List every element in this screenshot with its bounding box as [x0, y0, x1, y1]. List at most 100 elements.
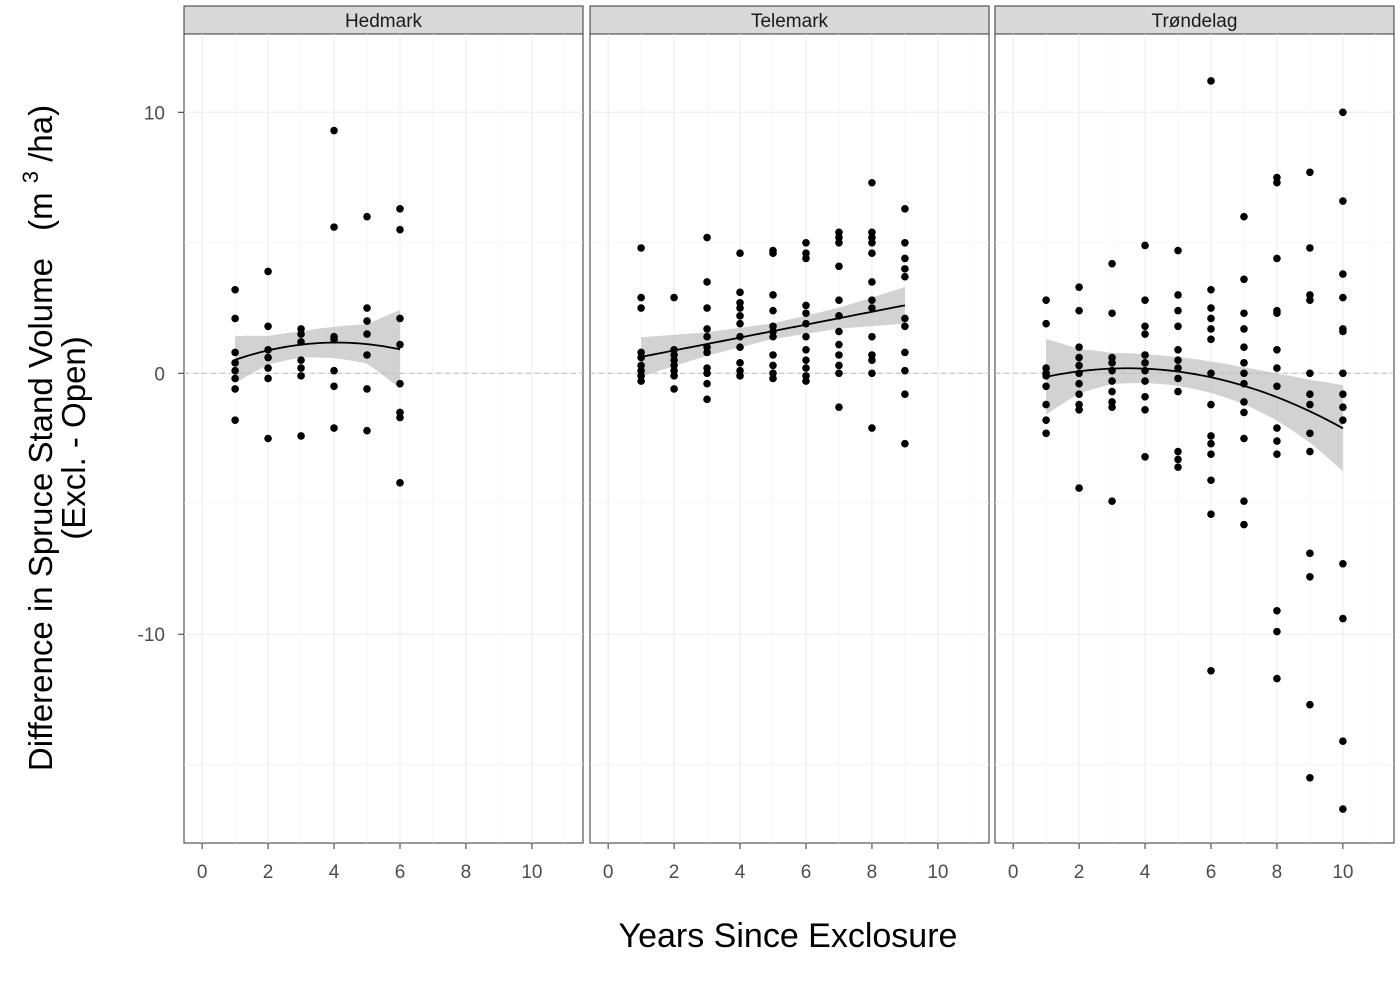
data-point [1273, 309, 1281, 318]
data-point [769, 291, 777, 299]
data-point [396, 340, 404, 349]
data-point [1339, 327, 1347, 336]
data-point [231, 314, 239, 323]
data-point [1339, 197, 1347, 205]
data-point [396, 413, 404, 422]
data-point [297, 364, 305, 372]
data-point [1306, 549, 1314, 558]
data-point [1273, 627, 1281, 636]
data-point [297, 330, 305, 338]
data-point [1240, 309, 1248, 318]
confidence-band [1046, 339, 1343, 472]
data-point [1240, 520, 1248, 529]
facet-strip-label: Hedmark [345, 11, 423, 32]
data-point [703, 348, 711, 357]
data-point [1240, 275, 1248, 284]
data-point [736, 299, 744, 307]
data-point [736, 312, 744, 320]
data-point [1042, 372, 1050, 380]
data-point [1141, 405, 1149, 414]
data-point [703, 395, 711, 404]
data-point [1339, 369, 1347, 378]
data-point [1042, 296, 1050, 304]
data-point [1174, 322, 1182, 331]
data-point [868, 178, 876, 187]
data-point [1174, 306, 1182, 315]
data-point [868, 278, 876, 286]
data-point [1339, 559, 1347, 568]
data-point [297, 372, 305, 380]
y-axis-title-units-sup: 3 [18, 171, 43, 183]
data-point [1207, 439, 1215, 448]
data-point [703, 233, 711, 242]
data-point [1174, 356, 1182, 365]
data-point [736, 343, 744, 351]
data-point [1339, 737, 1347, 746]
data-point [1306, 447, 1314, 456]
x-tick-label: 4 [735, 862, 746, 883]
data-point [396, 379, 404, 388]
data-point [637, 293, 645, 302]
data-point [297, 356, 305, 365]
data-point [1240, 325, 1248, 333]
data-point [835, 233, 843, 242]
data-point [1273, 674, 1281, 683]
data-point [703, 369, 711, 378]
data-point [802, 372, 810, 380]
data-point [637, 304, 645, 312]
data-point [1339, 270, 1347, 278]
data-point [736, 366, 744, 375]
data-point [1207, 450, 1215, 458]
data-point [802, 345, 810, 354]
data-point [1273, 173, 1281, 182]
facet-panel-1: Hedmark 0 2 4 6 8 10 [183, 5, 584, 883]
data-point [1306, 291, 1314, 299]
data-point [1075, 361, 1083, 370]
data-point [1240, 497, 1248, 505]
data-point [231, 385, 239, 393]
data-point [1042, 416, 1050, 425]
data-point [1141, 452, 1149, 461]
data-point [1207, 369, 1215, 378]
data-point [1207, 432, 1215, 440]
data-point [736, 304, 744, 312]
data-point [802, 377, 810, 385]
data-point [703, 343, 711, 351]
x-tick-label: 4 [329, 862, 340, 883]
data-point [637, 353, 645, 362]
confidence-band [235, 310, 400, 389]
data-point [330, 223, 338, 231]
data-point [1306, 573, 1314, 581]
data-point [868, 233, 876, 242]
data-point [736, 288, 744, 297]
data-point [1075, 400, 1083, 409]
data-point [637, 348, 645, 357]
data-point [1306, 773, 1314, 782]
data-point [396, 314, 404, 323]
data-point [703, 364, 711, 372]
data-point [1207, 314, 1215, 323]
facet-strip-label: Telemark [751, 11, 829, 32]
data-point [670, 361, 678, 370]
data-point [1141, 359, 1149, 367]
data-point [736, 332, 744, 341]
trend-line [1045, 367, 1344, 430]
data-point [736, 249, 744, 258]
data-point [264, 353, 272, 362]
data-point [802, 301, 810, 310]
data-point [330, 335, 338, 344]
data-point [769, 361, 777, 370]
data-point [1141, 330, 1149, 338]
data-point [1108, 497, 1116, 505]
data-point [901, 314, 909, 323]
data-point [769, 351, 777, 359]
data-point [297, 432, 305, 440]
data-point [670, 385, 678, 393]
data-point [637, 244, 645, 252]
data-point [802, 319, 810, 328]
data-point [1306, 244, 1314, 252]
data-point [1273, 254, 1281, 263]
data-point [769, 249, 777, 258]
data-point [1108, 377, 1116, 385]
data-point [802, 309, 810, 318]
